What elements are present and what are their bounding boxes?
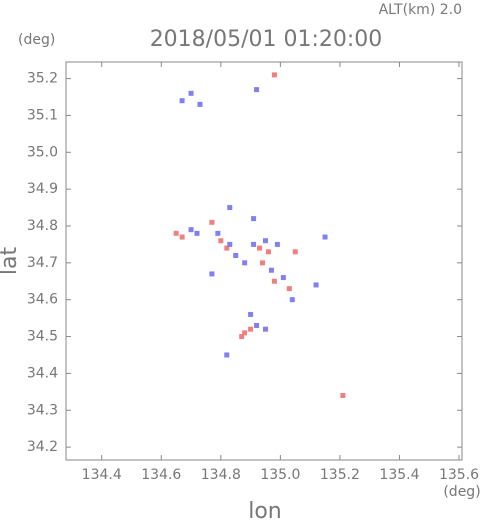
point bbox=[262, 238, 268, 244]
y-tick-label: 34.3 bbox=[27, 402, 58, 418]
point bbox=[248, 326, 254, 332]
y-tick-label: 35.2 bbox=[27, 71, 58, 87]
y-tick-label: 34.4 bbox=[27, 365, 58, 381]
point bbox=[313, 282, 319, 288]
point bbox=[218, 238, 224, 244]
x-tick-label: 134.6 bbox=[141, 467, 181, 483]
x-tick-label: 135.0 bbox=[260, 467, 300, 483]
y-tick-label: 35.0 bbox=[27, 144, 58, 160]
y-tick-label: 34.7 bbox=[27, 255, 58, 271]
point bbox=[289, 297, 295, 303]
y-tick-label: 35.1 bbox=[27, 107, 58, 123]
point bbox=[215, 230, 221, 236]
point bbox=[271, 72, 277, 78]
point bbox=[188, 90, 194, 96]
x-axis-label: lon bbox=[248, 499, 282, 521]
y-axis-label: lat bbox=[0, 247, 22, 276]
point bbox=[179, 98, 185, 104]
y-tick-label: 34.2 bbox=[27, 439, 58, 455]
y-tick-label: 34.8 bbox=[27, 218, 58, 234]
point bbox=[254, 87, 260, 93]
x-tick-label: 135.2 bbox=[320, 467, 360, 483]
point bbox=[286, 286, 292, 292]
x-tick-label: 135.6 bbox=[439, 467, 479, 483]
point bbox=[197, 101, 203, 107]
x-unit: (deg) bbox=[443, 484, 480, 500]
point bbox=[248, 311, 254, 317]
point bbox=[268, 267, 274, 273]
plot-frame bbox=[65, 61, 463, 461]
y-tick-label: 34.5 bbox=[27, 329, 58, 345]
x-tick-label: 134.8 bbox=[201, 467, 241, 483]
point bbox=[242, 260, 248, 266]
point bbox=[224, 352, 230, 358]
y-tick-label: 34.6 bbox=[27, 292, 58, 308]
point bbox=[227, 205, 233, 211]
point bbox=[242, 330, 248, 336]
point bbox=[188, 227, 194, 233]
point bbox=[194, 230, 200, 236]
point bbox=[224, 245, 230, 251]
point bbox=[209, 271, 215, 277]
point bbox=[265, 249, 271, 255]
point bbox=[173, 230, 179, 236]
y-tick-label: 34.9 bbox=[27, 181, 58, 197]
point bbox=[292, 249, 298, 255]
altitude-label: ALT(km) 2.0 bbox=[379, 2, 462, 18]
point bbox=[257, 245, 263, 251]
point bbox=[260, 260, 266, 266]
point bbox=[340, 393, 346, 399]
point bbox=[239, 334, 245, 340]
point bbox=[251, 241, 257, 247]
point bbox=[254, 322, 260, 328]
point bbox=[251, 216, 257, 222]
point bbox=[209, 219, 215, 225]
point bbox=[262, 326, 268, 332]
point bbox=[227, 241, 233, 247]
y-unit: (deg) bbox=[18, 32, 55, 48]
point bbox=[179, 234, 185, 240]
point bbox=[322, 234, 328, 240]
point bbox=[280, 275, 286, 281]
chart-title: 2018/05/01 01:20:00 bbox=[150, 27, 383, 52]
point bbox=[233, 252, 239, 258]
x-tick-label: 135.4 bbox=[379, 467, 419, 483]
point bbox=[271, 278, 277, 284]
point bbox=[274, 241, 280, 247]
x-tick-label: 134.4 bbox=[82, 467, 122, 483]
